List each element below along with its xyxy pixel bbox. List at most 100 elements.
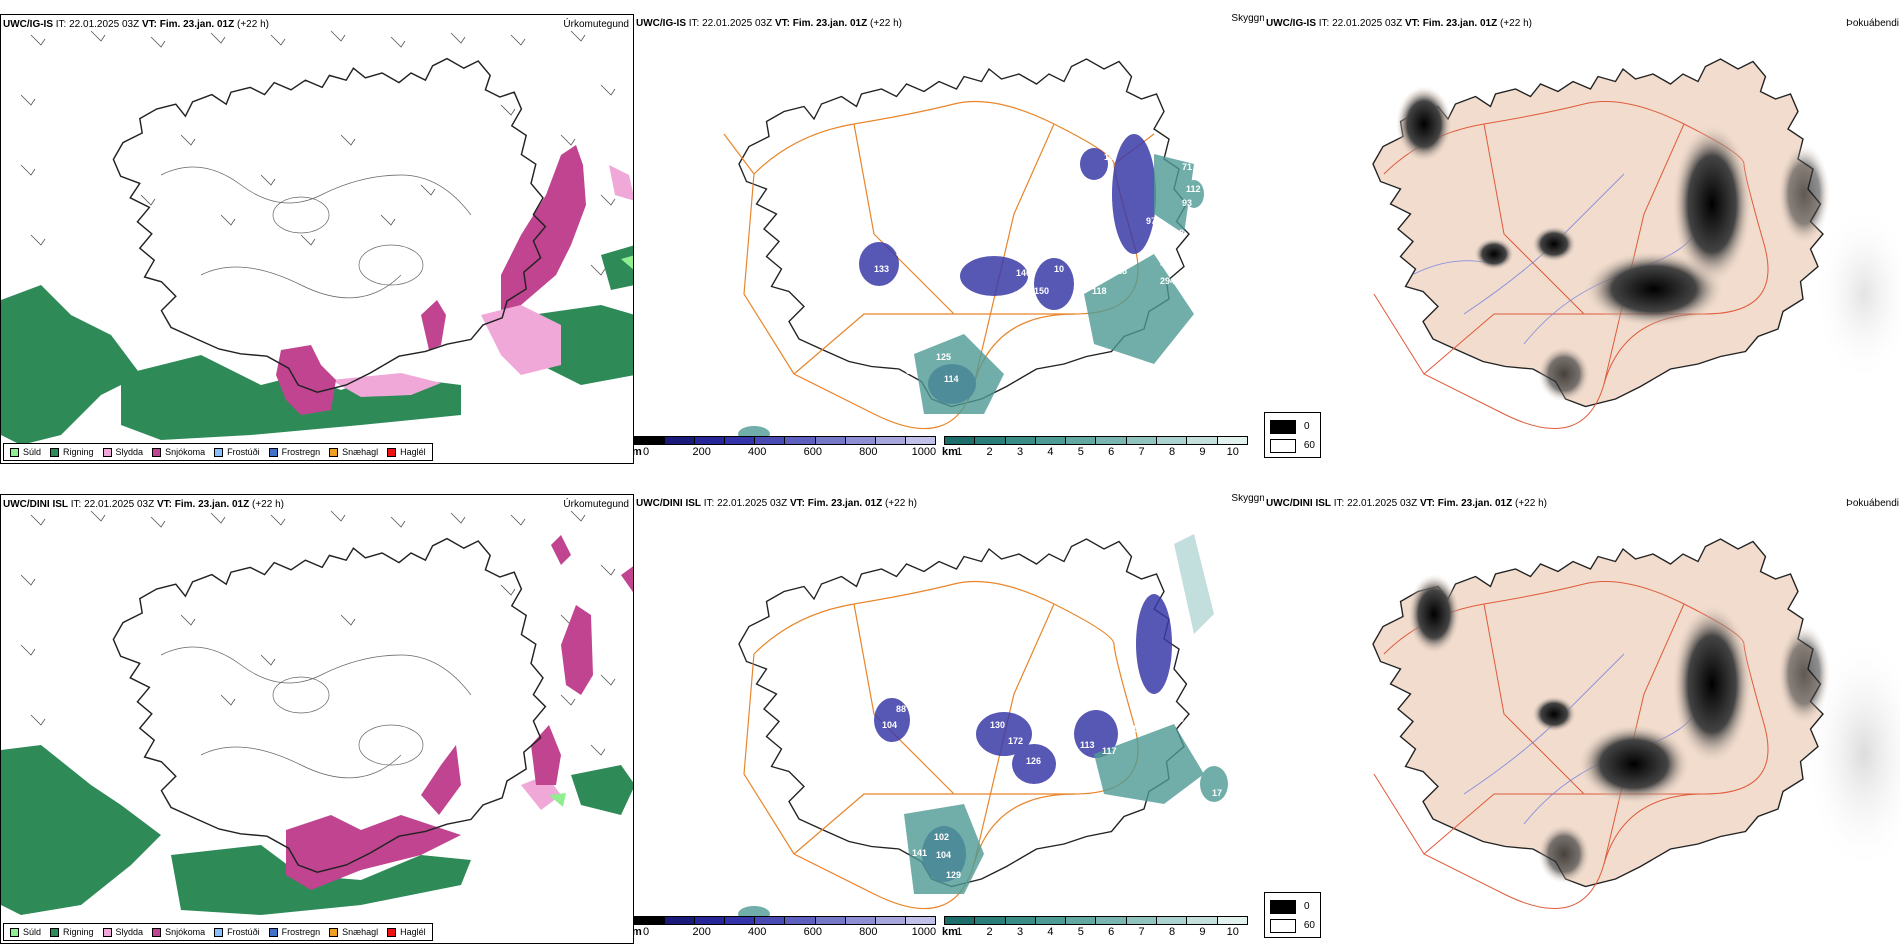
vis-value-label: 133: [874, 264, 889, 274]
vt-time: Fim. 23.jan. 01Z: [1422, 18, 1498, 29]
cloud-legend-swatch: [1270, 918, 1296, 933]
vis-value-label: 118: [1092, 286, 1107, 296]
cloud-legend: 0 60: [1264, 412, 1321, 458]
precip-legend-item: Snjókoma: [152, 447, 205, 457]
vis-value-label: 172: [1008, 736, 1023, 746]
colorbar-segment: [945, 917, 976, 924]
precip-legend-swatch: [214, 927, 224, 937]
colorbar-segment: [975, 917, 1006, 924]
vt-label: VT:: [141, 19, 157, 30]
visibility-panel-row2: 88 104 103 130 172 126 136 113 117 265 1…: [634, 494, 1264, 944]
visibility-map: 34 133 110 146 10 150 118 101 96 228 309…: [723, 58, 1204, 442]
precip-legend-label: Frostúði: [227, 447, 260, 457]
vis-value-label: 97: [1146, 216, 1156, 226]
colorbar-segment: [905, 917, 935, 924]
colorbar-segment: [1096, 917, 1127, 924]
vis-value-label: 19: [1174, 714, 1184, 724]
visibility-colorbar: 1 2 3 4 5 6 7 8 9 10 km: [942, 916, 1248, 939]
colorbar-tick-label: 400: [748, 926, 767, 938]
colorbar-ticks: 0 200 400 600 800 1000: [634, 925, 936, 939]
colorbar-segment: [695, 917, 726, 924]
precip-legend-label: Frostregn: [281, 927, 321, 937]
vis-value-label: 50: [1182, 242, 1192, 252]
vis-value-label: 88: [1174, 228, 1184, 238]
cloud-legend-item: 0: [1270, 897, 1315, 916]
panel-header: UWC/IG-IS IT: 22.01.2025 03Z VT: Fim. 23…: [636, 18, 902, 29]
colorbar-segment: [635, 917, 666, 924]
vis-value-label: 265: [1058, 806, 1073, 816]
vis-value-label: 117: [1146, 242, 1161, 252]
precip-legend-swatch: [152, 927, 162, 937]
colorbar-tick-label: 8: [1168, 446, 1176, 458]
vis-value-label: 34: [896, 248, 906, 258]
colorbar-tick-label: 200: [692, 926, 711, 938]
model-name: UWC/IG-IS: [3, 19, 53, 30]
model-name: UWC/DINI ISL: [3, 499, 68, 510]
vis-value-label: 101: [1066, 304, 1081, 314]
precip-legend-swatch: [387, 447, 397, 457]
vis-labels: 34 133 110 146 10 150 118 101 96 228 309…: [874, 152, 1201, 384]
model-name: UWC/DINI ISL: [1266, 498, 1331, 509]
precip-legend-item: Haglél: [387, 927, 426, 937]
vis-value-label: 113: [1080, 740, 1095, 750]
panel-variable-title: Þokuábendi: [1846, 498, 1899, 509]
precip-type-legend: Súld Rigning Slydda Snjókoma Frostúði Frostre…: [3, 443, 433, 461]
precip-legend-item: Frostúði: [214, 447, 260, 457]
colorbar-tick-label: 8: [1168, 926, 1176, 938]
lead-time: (+22 h): [870, 18, 902, 29]
lead-time: (+22 h): [237, 19, 269, 30]
colorbar-segment: [1096, 437, 1127, 444]
colorbar-segment: [1035, 917, 1067, 924]
precip-legend-item: Rigning: [50, 927, 94, 937]
vt-time: Fim. 23.jan. 01Z: [159, 19, 235, 30]
fog-map: [1372, 538, 1900, 909]
cloud-legend-label: 0: [1304, 901, 1310, 912]
vis-value-label: 102: [934, 832, 949, 842]
colorbar-segment: [845, 917, 876, 924]
colorbar-segment: [975, 437, 1006, 444]
vis-value-label: 93: [1182, 198, 1192, 208]
precip-legend-swatch: [387, 927, 397, 937]
panel-variable-title: Skyggni: [1231, 494, 1264, 504]
colorbar-tick-label: 1: [956, 926, 963, 938]
colorbar-tick-label: 800: [859, 926, 878, 938]
precip-legend-swatch: [329, 447, 339, 457]
vis-value-label: 837: [1182, 328, 1197, 338]
precip-legend-label: Rigning: [63, 447, 94, 457]
ceiling-colorbar: 0 200 400 600 800 1000 m: [634, 916, 936, 939]
colorbar-ticks: 0 200 400 600 800 1000: [634, 445, 936, 459]
precip-legend-label: Slydda: [115, 447, 144, 457]
vis-value-label: 104: [936, 850, 951, 860]
vt-time: Fim. 23.jan. 01Z: [807, 498, 883, 509]
precip-legend-label: Rigning: [63, 927, 94, 937]
vis-value-label: 112: [1186, 184, 1201, 194]
precip-legend-label: Slydda: [115, 927, 144, 937]
colorbar-tick-label: 4: [1047, 446, 1054, 458]
vt-time: Fim. 23.jan. 01Z: [792, 18, 868, 29]
ceiling-colorbar: 0 200 400 600 800 1000 m: [634, 436, 936, 459]
lead-time: (+22 h): [885, 498, 917, 509]
colorbar-tick-label: 600: [803, 926, 822, 938]
it-time: 22.01.2025 03Z: [69, 19, 140, 30]
it-time: 22.01.2025 03Z: [1332, 18, 1403, 29]
panel-header: UWC/IG-IS IT: 22.01.2025 03Z VT: Fim. 23…: [3, 19, 269, 30]
colorbar-segment: [725, 437, 756, 444]
vt-label: VT:: [1404, 18, 1420, 29]
it-time: 22.01.2025 03Z: [717, 498, 788, 509]
wind-barbs: [20, 30, 616, 326]
panel-header: UWC/DINI ISL IT: 22.01.2025 03Z VT: Fim.…: [636, 498, 917, 509]
colorbar-segment: [635, 437, 666, 444]
lead-time: (+22 h): [252, 499, 284, 510]
vis-value-label: 125: [936, 352, 951, 362]
cloud-legend-item: 0: [1270, 417, 1315, 436]
it-label: IT:: [703, 498, 715, 509]
vis-value-label: 88: [896, 704, 906, 714]
colorbar-segment: [695, 437, 726, 444]
precip-legend-item: Frostúði: [214, 927, 260, 937]
precip-legend-swatch: [50, 927, 60, 937]
colorbar-tick-label: 3: [1016, 446, 1024, 458]
colorbar-segment: [1126, 437, 1158, 444]
fog-map: [1372, 58, 1900, 429]
colorbar-segment: [725, 917, 756, 924]
colorbar-segment: [1066, 917, 1097, 924]
